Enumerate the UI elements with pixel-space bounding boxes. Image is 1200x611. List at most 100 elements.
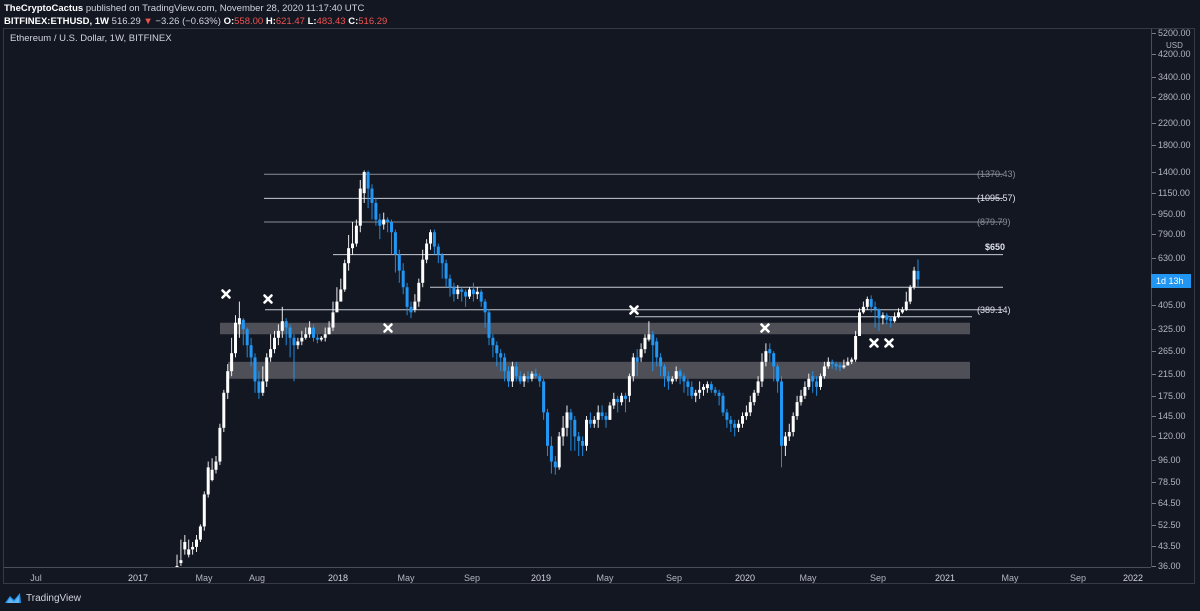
candle xyxy=(748,402,752,413)
candle xyxy=(405,287,409,307)
candle xyxy=(261,381,265,393)
price-tick-label: 175.00 xyxy=(1152,390,1186,401)
publish-info: TheCryptoCactus published on TradingView… xyxy=(4,3,364,14)
high-label: H: xyxy=(265,16,276,27)
candle xyxy=(596,412,600,420)
close-label: C: xyxy=(348,16,359,27)
candle xyxy=(737,423,741,428)
candle xyxy=(772,353,776,367)
candle xyxy=(471,289,475,295)
candle xyxy=(464,291,468,297)
candle xyxy=(409,306,413,313)
candle xyxy=(908,287,912,302)
candle xyxy=(752,392,756,403)
candle xyxy=(397,254,401,271)
price-tick-label: 36.00 xyxy=(1152,561,1181,571)
candle xyxy=(686,381,690,387)
candle xyxy=(846,361,850,366)
candle xyxy=(865,299,869,307)
level-label: $650 xyxy=(985,241,1006,252)
candle xyxy=(861,306,865,313)
time-tick-label: Sep xyxy=(869,573,887,583)
candle xyxy=(175,566,179,567)
candle xyxy=(702,386,705,390)
candle xyxy=(507,371,510,382)
candle xyxy=(187,549,191,555)
countdown-badge: 1d 13h xyxy=(1151,274,1191,288)
price-zone[interactable] xyxy=(220,322,970,335)
candle xyxy=(417,282,421,302)
candle xyxy=(425,243,429,260)
time-tick-label: May xyxy=(195,573,213,583)
candle xyxy=(518,376,522,382)
candle xyxy=(265,357,269,382)
candle xyxy=(581,440,585,446)
chart-title: Ethereum / U.S. Dollar, 1W, BITFINEX xyxy=(10,33,172,44)
price-tick-label: 1400.00 xyxy=(1152,167,1191,177)
candle xyxy=(421,259,425,283)
level-label: (879.79) xyxy=(977,216,1011,227)
level-label: (389.14) xyxy=(977,304,1011,315)
candle xyxy=(709,384,713,390)
candle xyxy=(659,357,663,367)
candle xyxy=(222,392,226,428)
candle xyxy=(690,386,694,396)
candle xyxy=(663,366,666,377)
candle xyxy=(378,219,382,226)
candle xyxy=(362,172,366,194)
time-tick-label: May xyxy=(596,573,614,583)
candle xyxy=(386,219,390,222)
candle xyxy=(631,357,635,377)
candle xyxy=(783,436,787,446)
author-name[interactable]: TheCryptoCactus xyxy=(4,3,84,14)
candle xyxy=(218,427,222,462)
candle xyxy=(799,395,803,403)
price-zone[interactable] xyxy=(228,361,970,379)
down-triangle-icon: ▼ xyxy=(143,16,153,27)
candle xyxy=(916,271,920,280)
candle xyxy=(565,412,569,428)
candle xyxy=(241,319,245,330)
published-text: published on TradingView.com, November 2… xyxy=(83,3,365,14)
x-marker-icon xyxy=(760,323,770,333)
candle xyxy=(491,337,495,346)
candle xyxy=(354,225,358,244)
tradingview-footer[interactable]: TradingView xyxy=(4,592,81,604)
candle xyxy=(713,389,717,393)
symbol-info: BITFINEX:ETHUSD, 1W 516.29 ▼ −3.26 (−0.6… xyxy=(4,16,387,27)
candle xyxy=(885,315,889,320)
x-marker-icon xyxy=(221,289,231,299)
high-value: 621.47 xyxy=(275,16,305,27)
time-axis-line xyxy=(4,567,1151,568)
open-label: O: xyxy=(223,16,235,27)
candle xyxy=(195,539,198,547)
time-tick-label: 2019 xyxy=(530,573,552,583)
x-marker-icon xyxy=(869,338,879,348)
time-tick-label: 2020 xyxy=(734,573,756,583)
candle xyxy=(674,371,678,379)
candle xyxy=(869,299,873,307)
candle xyxy=(803,386,807,396)
candle xyxy=(643,337,647,350)
candle xyxy=(393,232,397,255)
candle xyxy=(616,398,620,403)
low-value: 483.43 xyxy=(316,16,346,27)
candle xyxy=(273,337,276,350)
candle xyxy=(542,381,546,413)
candle xyxy=(206,467,210,495)
candle xyxy=(873,306,877,310)
time-tick-label: Sep xyxy=(665,573,683,583)
candle xyxy=(483,301,487,313)
candle xyxy=(834,364,838,367)
candle xyxy=(370,188,374,203)
candle xyxy=(390,221,393,233)
candle xyxy=(210,469,214,481)
candle xyxy=(503,357,507,372)
candle xyxy=(760,361,764,382)
candle xyxy=(269,349,273,358)
chart-frame[interactable] xyxy=(3,28,1195,584)
candle xyxy=(647,334,651,340)
candle xyxy=(257,381,261,393)
candle xyxy=(780,381,783,446)
